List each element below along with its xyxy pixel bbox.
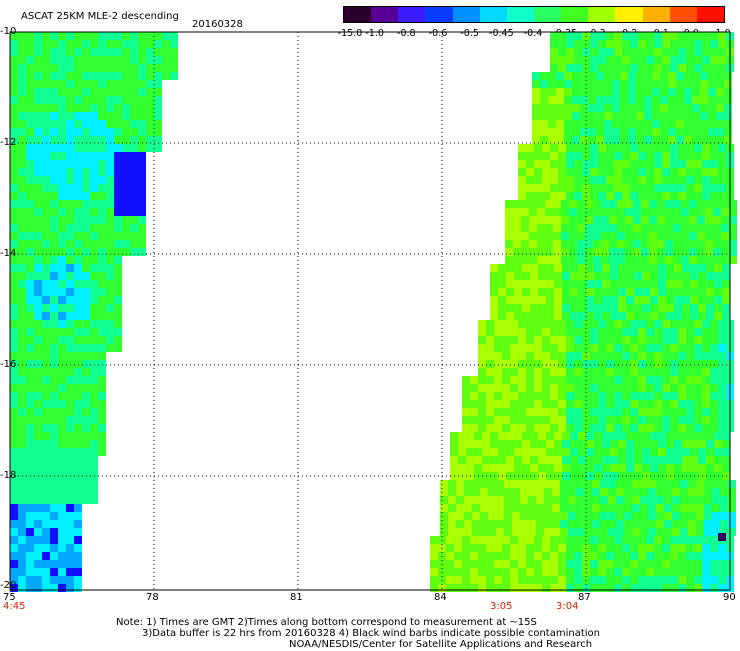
colorbar-segment bbox=[588, 7, 616, 22]
lat-label-20: -20 bbox=[0, 580, 17, 591]
colorbar-label: -0.8 bbox=[397, 28, 416, 39]
colorbar-segment bbox=[669, 7, 697, 22]
map-date: 20160328 bbox=[192, 19, 243, 30]
lon-label-75: 75 bbox=[3, 592, 16, 603]
lon-label-87: 87 bbox=[578, 592, 591, 603]
lon-label-90: 90 bbox=[723, 592, 736, 603]
lat-label-14: -14 bbox=[0, 248, 17, 259]
left-swath bbox=[10, 32, 178, 592]
time-label-305: 3:05 bbox=[490, 601, 513, 612]
colorbar-segment bbox=[533, 7, 562, 22]
lat-label-10: -10 bbox=[0, 26, 17, 37]
colorbar-segment bbox=[506, 7, 534, 22]
note-line-1: Note: 1) Times are GMT 2)Times along bot… bbox=[116, 617, 537, 628]
colorbar-segment bbox=[371, 7, 399, 22]
colorbar-label: -0.4 bbox=[523, 28, 543, 39]
colorbar-label: -0.5 bbox=[460, 28, 479, 39]
lon-label-78: 78 bbox=[146, 592, 159, 603]
lon-label-84: 84 bbox=[434, 592, 447, 603]
time-label-445: 4:45 bbox=[3, 601, 26, 612]
colorbar-segment bbox=[615, 7, 643, 22]
map-title: ASCAT 25KM MLE-2 descending bbox=[21, 11, 179, 22]
colorbar bbox=[343, 6, 725, 23]
colorbar-label: -15.0 bbox=[337, 28, 363, 39]
right-swath bbox=[430, 32, 737, 592]
colorbar-segment bbox=[696, 7, 724, 22]
colorbar-segment bbox=[398, 7, 426, 22]
map-frame bbox=[9, 31, 731, 591]
colorbar-segment bbox=[452, 7, 480, 22]
lon-label-81: 81 bbox=[290, 592, 303, 603]
dark-data-pixel bbox=[718, 533, 726, 541]
lat-label-16: -16 bbox=[0, 359, 17, 370]
time-label-304: 3:04 bbox=[556, 601, 579, 612]
note-line-2: 3)Data buffer is 22 hrs from 20160328 4)… bbox=[142, 628, 600, 639]
note-line-3: NOAA/NESDIS/Center for Satellite Applica… bbox=[289, 639, 593, 650]
colorbar-segment bbox=[344, 7, 372, 22]
colorbar-segment bbox=[425, 7, 453, 22]
colorbar-label: -0.6 bbox=[428, 28, 448, 39]
colorbar-segment bbox=[642, 7, 670, 22]
colorbar-segment bbox=[561, 7, 589, 22]
colorbar-label: -0.45 bbox=[489, 28, 514, 39]
lat-lon-grid bbox=[10, 32, 730, 590]
colorbar-segment bbox=[479, 7, 507, 22]
lat-label-12: -12 bbox=[0, 137, 17, 148]
lat-label-18: -18 bbox=[0, 470, 17, 481]
colorbar-label: -1.0 bbox=[365, 28, 384, 39]
